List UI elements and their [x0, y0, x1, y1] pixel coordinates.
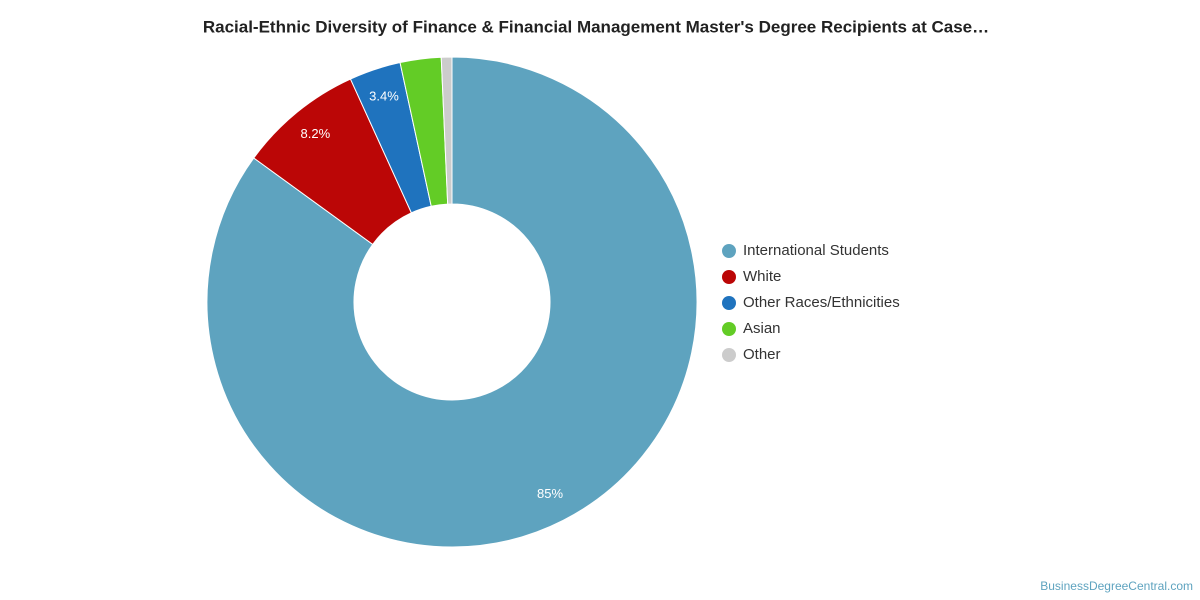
data-label: 85% — [537, 486, 563, 501]
legend-marker — [722, 322, 736, 336]
legend-marker — [722, 296, 736, 310]
source: BusinessDegreeCentral.com — [1040, 579, 1193, 593]
legend-marker — [722, 270, 736, 284]
donut-slice — [440, 56, 453, 205]
donut-slice — [206, 56, 698, 548]
legend-marker — [722, 244, 736, 258]
legend-marker — [722, 348, 736, 362]
data-label: 3.4% — [369, 88, 399, 103]
legend-label: International Students — [743, 242, 889, 259]
data-label: 8.2% — [301, 126, 331, 141]
chart-title: Racial-Ethnic Diversity of Finance & Fin… — [203, 17, 989, 36]
legend-label: White — [743, 268, 781, 285]
legend-label: Asian — [743, 320, 781, 337]
legend-label: Other Races/Ethnicities — [743, 294, 900, 311]
legend-label: Other — [743, 346, 781, 363]
